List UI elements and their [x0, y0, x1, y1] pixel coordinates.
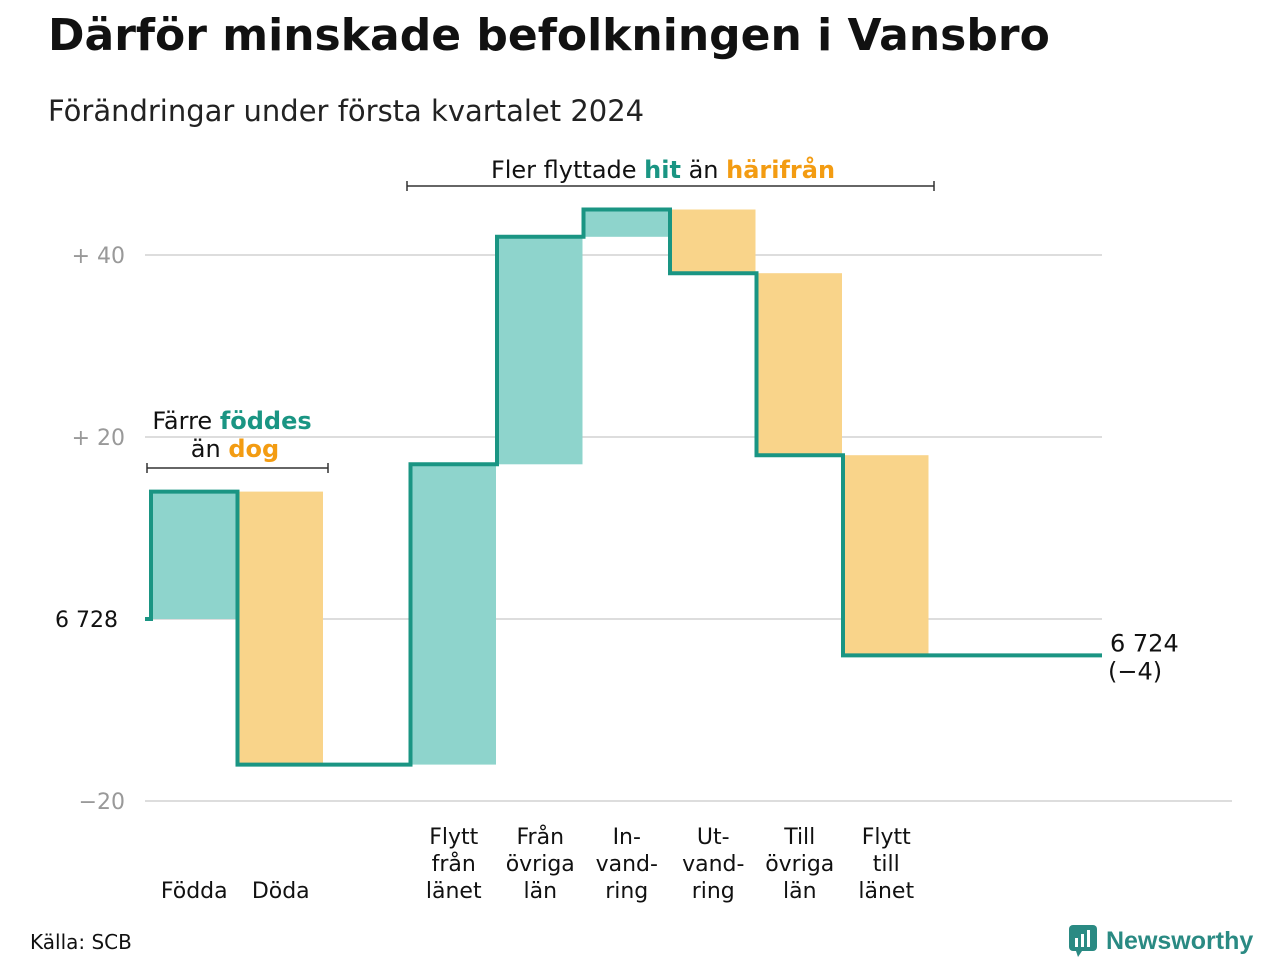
category-label-line: Från [516, 824, 564, 850]
decrease-bar [671, 209, 756, 274]
category-label: Från övriga län [506, 824, 575, 904]
category-label-line: övriga [765, 852, 834, 877]
category-label-line: vand- [682, 852, 744, 877]
category-label-line: län [523, 879, 557, 904]
category-label: In-vand-ring [596, 825, 658, 904]
decrease-bar [844, 455, 929, 656]
category-label: Flytt till länet [858, 825, 914, 904]
category-label-line: Födda [161, 879, 228, 904]
births-annotation-line2: än dog [191, 435, 279, 463]
births-annotation-emph: föddes [220, 407, 312, 435]
moves-annotation-middle: än [681, 156, 726, 184]
category-label-line: Flytt [429, 825, 478, 850]
increase-bar [498, 236, 583, 465]
moves-annotation-prefix: Fler flyttade [491, 156, 644, 184]
category-label-line: ring [692, 879, 735, 904]
births-annotation-line1: Färre föddes [152, 407, 311, 435]
source-note: Källa: SCB [30, 930, 132, 954]
category-label-line: länet [858, 879, 914, 904]
moves-annotation: Fler flyttade hit än härifrån [491, 155, 835, 184]
category-label-line: Till [783, 825, 815, 850]
category-label-line: Döda [252, 879, 310, 904]
category-label-line: länet [426, 879, 482, 904]
y-tick-label: −20 [79, 790, 125, 815]
category-label-line: vand- [596, 852, 658, 877]
y-tick-label: + 20 [72, 426, 125, 451]
y-tick-label: + 40 [72, 244, 125, 269]
y-tick-label: 6 728 [55, 608, 118, 633]
births-annotation-emph2: dog [228, 435, 279, 463]
increase-bar [584, 209, 669, 237]
category-label: Ut-vand-ring [682, 825, 744, 904]
category-label-line: län [783, 879, 817, 904]
newsworthy-logo-text: Newsworthy [1106, 926, 1254, 955]
category-label-line: Flytt [862, 825, 911, 850]
category-label-line: övriga [506, 852, 575, 877]
increase-bar [152, 491, 237, 619]
category-label-line: till [873, 852, 900, 877]
category-label: Födda [161, 879, 228, 904]
end-value-label: 6 724 [1110, 629, 1179, 657]
moves-annotation-emph2: härifrån [726, 155, 835, 184]
decrease-bar [757, 273, 842, 456]
newsworthy-logo-icon [1069, 925, 1097, 957]
chart-title: Därför minskade befolkningen i Vansbro [48, 10, 1050, 61]
end-change-label: (−4) [1108, 657, 1162, 685]
category-label: Flytt från länet [426, 825, 482, 904]
category-label-line: ring [605, 879, 648, 904]
increase-bar [411, 464, 496, 765]
births-annotation-prefix2: än [191, 435, 229, 463]
chart-subtitle: Förändringar under första kvartalet 2024 [48, 94, 645, 128]
births-annotation-prefix: Färre [152, 407, 220, 435]
category-label-line: från [432, 851, 476, 877]
category-label-line: In- [613, 825, 641, 850]
category-label: Till övriga län [765, 825, 834, 904]
category-label-line: Ut- [697, 825, 730, 850]
newsworthy-logo: Newsworthy [1068, 924, 1253, 958]
cumulative-line [145, 207, 1102, 767]
moves-annotation-emph1: hit [644, 156, 681, 184]
decrease-bar [238, 491, 323, 765]
category-label: Döda [252, 879, 310, 904]
